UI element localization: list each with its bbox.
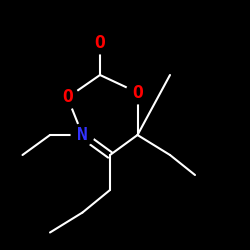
Text: O: O (62, 88, 73, 106)
Circle shape (89, 31, 111, 54)
Text: O: O (94, 34, 106, 52)
Text: O: O (132, 84, 143, 102)
Text: N: N (77, 126, 88, 144)
Circle shape (126, 81, 149, 104)
Circle shape (71, 124, 94, 146)
Circle shape (56, 86, 79, 109)
